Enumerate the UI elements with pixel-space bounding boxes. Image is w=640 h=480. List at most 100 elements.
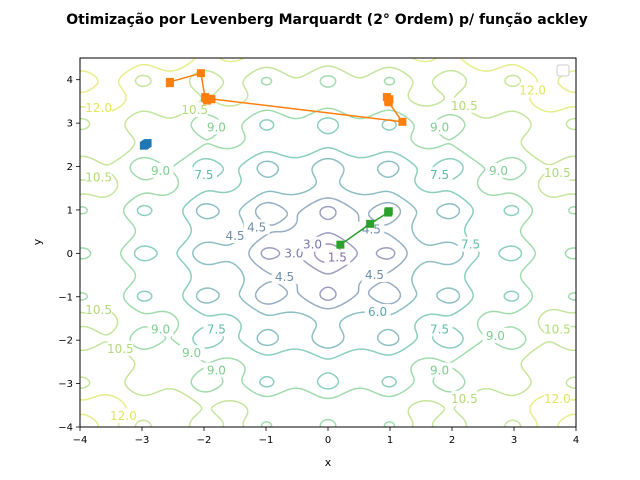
series-layer [139,69,407,249]
y-tick-label: −2 [58,336,73,347]
contour-label-bg [324,249,351,265]
contour-level-5 [80,75,576,427]
contour-label-bg [191,167,217,183]
contour-label-bg [271,269,298,285]
contour-label: 9.0 [182,346,201,360]
contour-label-bg [364,303,391,319]
contour-label-bg [544,165,571,181]
series-point-1 [384,98,393,107]
contour-label: 10.5 [181,103,208,117]
contour-label: 9.0 [430,120,449,134]
x-tick-label: 3 [511,435,517,446]
contour-label-bg [451,97,478,113]
contour-label: 4.5 [365,268,384,282]
contour-label: 3.0 [303,238,322,252]
contour-label-bg [243,219,270,235]
contour-label: 10.5 [451,99,478,113]
series-point-2 [336,240,345,249]
contour-label: 10.5 [85,303,112,317]
contour-label-bg [181,102,208,118]
contour-label-bg [426,321,453,337]
contour-label-bg [426,362,453,378]
x-tick-label: 1 [387,435,393,446]
contour-label-bg [203,362,230,378]
contour-label-bg [110,408,137,424]
contour-label-bg [299,236,326,252]
x-tick-label: −1 [259,435,274,446]
contour-label-bg [85,301,112,317]
contour-label: 12.0 [544,392,571,406]
contour-label-bg [203,321,230,337]
contour-label-bg [485,162,512,178]
contour-label-bg [358,221,385,237]
y-tick-label: 3 [67,119,73,130]
y-tick-label: −4 [58,423,73,434]
x-axis-ticks: −4 −3 −2 −1 0 1 2 3 4 [73,427,579,446]
contour-label: 7.5 [430,168,449,182]
contour-level-2 [248,197,408,310]
series-point-2 [366,219,375,228]
y-axis-ticks: −4 −3 −2 −1 0 1 2 3 4 [58,75,80,434]
contour-label-bg [85,169,112,185]
y-tick-label: 1 [67,205,73,216]
contour-label: 12.0 [110,409,137,423]
contour-label: 12.0 [85,101,112,115]
series-point-0 [143,139,152,148]
x-tick-label: 0 [325,435,331,446]
chart-title: Otimização por Levenberg Marquardt (2° O… [66,12,588,28]
y-axis-label: y [31,238,44,245]
series-point-1 [206,94,215,103]
contour-label: 3.0 [284,246,303,260]
y-tick-label: 0 [67,249,73,260]
contour-label-bg [85,99,112,115]
y-tick-label: −3 [58,379,73,390]
plot-area [80,58,576,427]
contour-label: 4.5 [275,270,294,284]
contour-label: 9.0 [151,164,170,178]
contour-label-bg [147,321,174,337]
x-tick-label: 2 [449,435,455,446]
series-point-1 [165,77,174,86]
contour-label: 9.0 [430,364,449,378]
contour-label-bg [147,162,174,178]
contour-label: 7.5 [207,322,226,336]
contour-label-bg [222,227,248,243]
contour-label: 1.5 [328,251,347,265]
contour-label-bg [361,267,388,283]
contour-label: 10.5 [85,170,112,184]
contour-label: 6.0 [368,305,387,319]
contour-label: 9.0 [207,120,226,134]
x-axis-label: x [325,456,332,469]
contour-label-bg [482,327,509,343]
x-tick-label: −3 [135,435,150,446]
contour-label-bg [426,119,453,135]
contour-label: 10.5 [544,166,571,180]
contour-label: 12.0 [519,84,546,98]
contour-label: 9.0 [489,164,508,178]
x-tick-label: 4 [573,435,579,446]
contour-label-bg [178,345,205,361]
x-tick-label: −2 [197,435,212,446]
y-tick-label: −1 [58,292,73,303]
contour-label: 10.5 [451,392,478,406]
contour-label: 7.5 [194,168,213,182]
contour-label-bg [544,321,571,337]
legend-box [556,64,570,77]
contour-label: 4.5 [225,229,244,243]
y-tick-label: 2 [67,162,73,173]
series-point-1 [398,117,407,126]
contour-label: 9.0 [151,322,170,336]
series-point-1 [196,69,205,78]
contour-label: 4.5 [247,220,266,234]
series-point-2 [384,207,393,216]
contour-label: 10.5 [544,322,571,336]
y-tick-label: 4 [67,75,73,86]
contour-label-bg [519,82,546,98]
contour-label-bg [451,390,478,406]
contour-label-bg [457,236,484,252]
contour-label: 10.5 [107,342,134,356]
contour-label: 7.5 [430,322,449,336]
contour-label-bg [544,390,571,406]
contour-label-bg [203,119,230,135]
